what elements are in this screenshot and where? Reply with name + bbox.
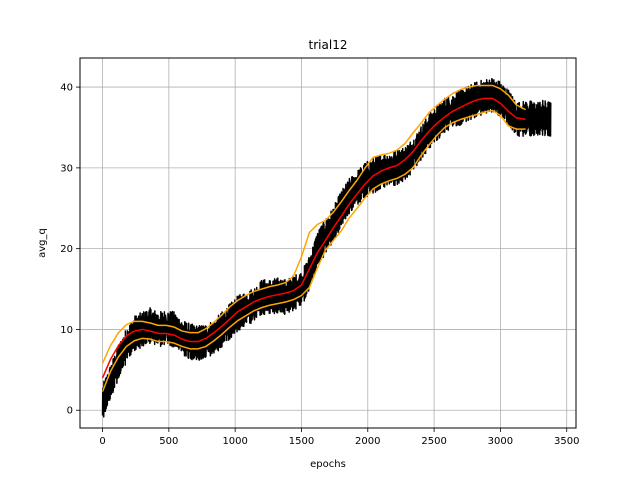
series-line-upper-band xyxy=(101,84,526,364)
x-tick-label: 1000 xyxy=(222,436,247,447)
x-tick-label: 0 xyxy=(99,436,105,447)
y-axis-ticks: 0 10 20 30 40 xyxy=(60,83,80,417)
x-tick-label: 3500 xyxy=(554,436,579,447)
x-axis-ticks: 0 500 1000 1500 2000 2500 3000 3500 xyxy=(99,428,579,447)
y-tick-label: 10 xyxy=(60,325,73,336)
y-axis-label: avg_q xyxy=(37,228,48,258)
x-axis-label: epochs xyxy=(310,459,346,470)
y-tick-label: 20 xyxy=(60,244,73,255)
x-tick-label: 500 xyxy=(159,436,178,447)
series-line-mean xyxy=(101,97,526,379)
axes-frame xyxy=(79,57,577,429)
chart-title: trial12 xyxy=(309,38,348,52)
series-raw-line xyxy=(101,77,552,418)
x-tick-label: 2000 xyxy=(355,436,380,447)
y-tick-label: 0 xyxy=(67,406,73,417)
y-tick-label: 30 xyxy=(60,163,73,174)
x-tick-label: 3000 xyxy=(488,436,513,447)
x-tick-label: 1500 xyxy=(289,436,314,447)
series-line-lower-band xyxy=(101,109,526,392)
x-tick-label: 2500 xyxy=(421,436,446,447)
gridlines xyxy=(80,58,576,428)
y-tick-label: 40 xyxy=(60,83,73,94)
plot-area xyxy=(101,77,552,418)
